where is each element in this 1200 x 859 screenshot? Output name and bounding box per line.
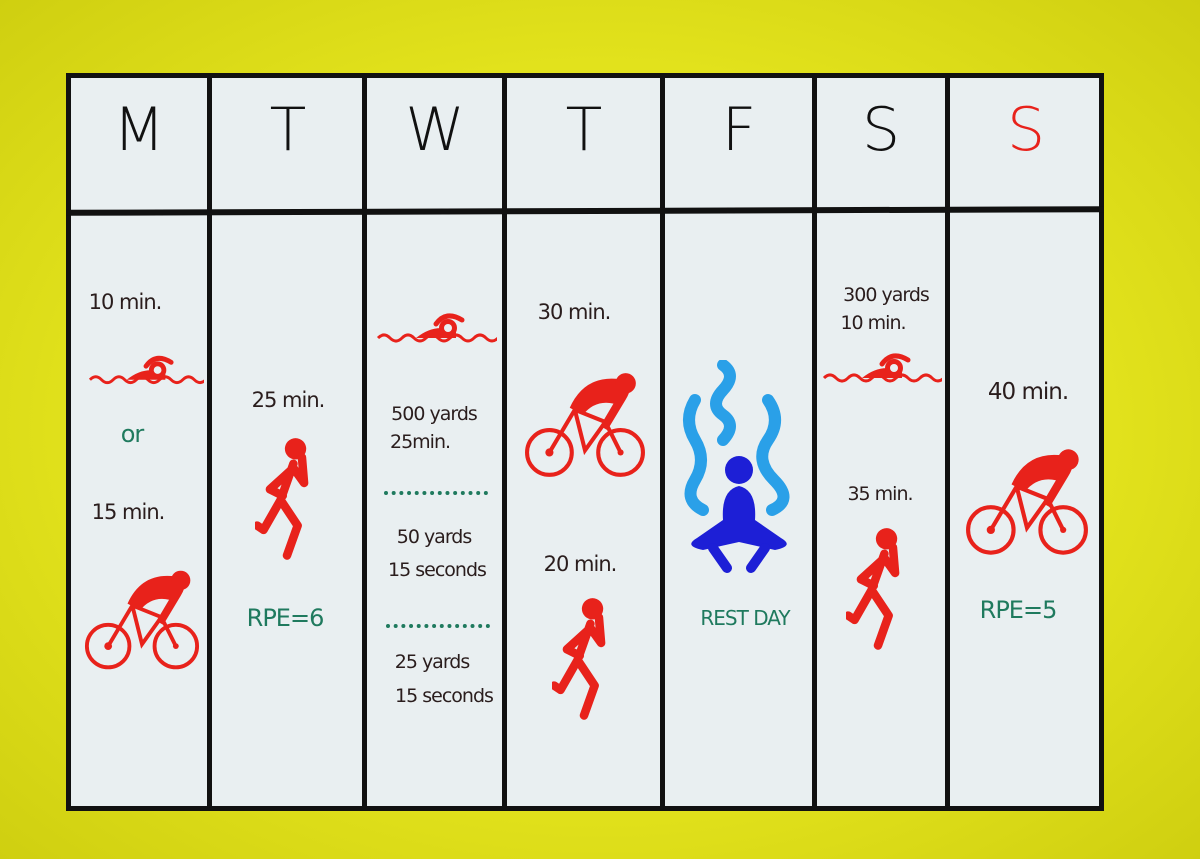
column-divider [660,73,665,811]
column-divider [207,73,212,811]
distance-label: 50 yards [396,526,473,548]
duration-label: 10 min. [840,312,906,334]
runner-icon [552,585,616,735]
rpe-label: RPE=5 [979,596,1058,624]
distance-label: 500 yards [391,403,478,425]
day-header-tuesday: T [269,95,307,165]
duration-label: 25min. [389,431,451,453]
day-header-friday: F [721,95,757,165]
cyclist-icon [84,552,200,688]
swimmer-icon [88,352,204,392]
dotted-separator [386,624,490,628]
weekly-training-board [66,73,1104,811]
distance-label: 25 yards [394,651,471,673]
rest-day-label: REST DAY [700,606,790,630]
swimmer-icon [375,310,497,350]
duration-label: 30 min. [537,300,612,324]
runner-icon [255,430,319,570]
column-divider [502,73,507,811]
column-divider [812,73,817,811]
column-divider [362,73,367,811]
swimmer-icon [822,350,942,390]
meditation-icon [682,360,804,580]
duration-label: 35 min. [847,483,913,505]
duration-label: 25 min. [251,388,326,412]
column-divider [945,73,950,811]
day-header-thursday: T [565,95,603,165]
distance-label: 300 yards [843,284,930,306]
cyclist-icon [965,432,1089,572]
duration-label: 15 min. [91,500,166,524]
duration-label: 15 seconds [388,559,487,581]
duration-label: 15 seconds [395,685,494,707]
duration-label: 20 min. [543,552,618,576]
day-header-saturday: S [861,95,901,165]
rpe-label: RPE=6 [246,604,325,632]
duration-label: 40 min. [987,379,1069,405]
dotted-separator [384,491,488,495]
or-label: or [120,420,145,448]
cyclist-icon [524,355,646,495]
duration-label: 10 min. [88,290,163,314]
day-header-monday: M [113,95,165,165]
day-header-sunday: S [1006,95,1046,165]
day-header-wednesday: W [405,95,465,165]
runner-icon [846,515,910,665]
